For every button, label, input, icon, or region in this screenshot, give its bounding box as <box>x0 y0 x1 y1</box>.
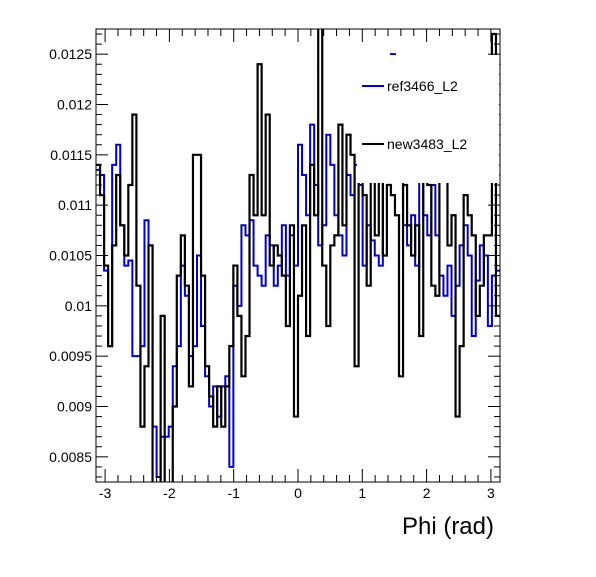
y-tick-label: 0.011 <box>58 197 92 213</box>
y-tick-label: 0.0115 <box>50 147 92 163</box>
plot-data-area <box>96 29 500 482</box>
x-tick-label: -3 <box>99 485 112 501</box>
y-axis: 0.0085 0.009 0.0095 0.01 0.0105 0.011 0.0115 0.… <box>49 33 500 478</box>
legend: ref3466_L2 new3483_L2 <box>357 55 499 183</box>
y-tick-label: 0.0095 <box>49 348 92 364</box>
x-tick-label: 0 <box>294 485 302 501</box>
x-tick-label: -1 <box>227 485 240 501</box>
y-tick-label: 0.0085 <box>49 449 92 465</box>
x-axis-label: Phi (rad) <box>402 513 494 540</box>
y-tick-label: 0.0125 <box>49 46 92 62</box>
x-tick-label: 3 <box>487 485 495 501</box>
y-tick-label: 0.009 <box>57 399 92 415</box>
legend-label-1: ref3466_L2 <box>387 78 458 94</box>
y-tick-label: 0.012 <box>57 97 92 113</box>
x-tick-label: 1 <box>358 485 366 501</box>
legend-label-2: new3483_L2 <box>387 136 467 152</box>
legend-box <box>357 55 499 183</box>
series-line-2 <box>96 29 500 482</box>
x-axis: -3 -2 -1 0 1 2 3 <box>99 29 495 501</box>
x-tick-label: -2 <box>163 485 176 501</box>
y-tick-label: 0.0105 <box>49 248 92 264</box>
x-tick-label: 2 <box>423 485 431 501</box>
y-tick-label: 0.01 <box>65 298 92 314</box>
